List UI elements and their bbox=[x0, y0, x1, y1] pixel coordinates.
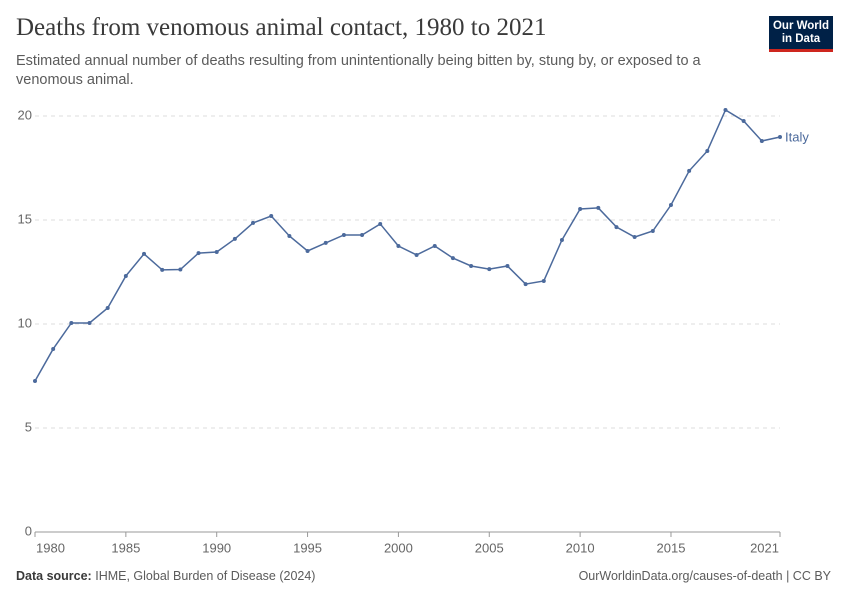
x-tick-label: 1985 bbox=[111, 540, 140, 555]
data-point bbox=[33, 378, 37, 383]
source-label: Data source: bbox=[16, 569, 92, 583]
data-point bbox=[396, 244, 401, 248]
data-point bbox=[341, 232, 346, 237]
logo-line: in Data bbox=[781, 33, 821, 45]
data-point bbox=[469, 263, 474, 268]
data-point bbox=[51, 346, 56, 351]
source-url[interactable]: OurWorldinData.org/causes-of-death | CC … bbox=[578, 569, 831, 583]
logo[interactable]: Our World in Data bbox=[769, 16, 833, 52]
y-tick-label: 5 bbox=[25, 419, 32, 434]
x-tick-label: 2015 bbox=[657, 540, 686, 555]
data-point bbox=[759, 138, 764, 143]
x-tick-label: 1995 bbox=[293, 540, 322, 555]
data-point bbox=[87, 320, 92, 325]
logo-line: Our World bbox=[772, 20, 829, 32]
data-point bbox=[269, 214, 274, 219]
data-point bbox=[287, 234, 292, 239]
data-point bbox=[378, 221, 383, 226]
data-point bbox=[559, 237, 564, 242]
data-point bbox=[541, 278, 546, 283]
data-point bbox=[668, 203, 673, 208]
data-point bbox=[414, 252, 419, 257]
chart-title: Deaths from venomous animal contact, 198… bbox=[16, 14, 547, 41]
data-point bbox=[523, 282, 528, 287]
x-tick-label: 1980 bbox=[36, 540, 65, 555]
y-tick-label: 20 bbox=[18, 107, 32, 122]
data-point bbox=[723, 107, 728, 112]
data-point bbox=[432, 244, 437, 248]
y-tick-label: 0 bbox=[25, 523, 32, 538]
data-point bbox=[305, 248, 310, 253]
y-tick-label: 15 bbox=[18, 211, 32, 226]
x-tick-label: 2000 bbox=[384, 540, 413, 555]
data-point bbox=[160, 267, 165, 272]
data-point bbox=[105, 305, 110, 310]
data-point bbox=[251, 220, 256, 225]
data-point bbox=[632, 235, 637, 240]
y-tick-label: 10 bbox=[18, 315, 32, 330]
data-point bbox=[650, 229, 655, 234]
x-tick-label: 1990 bbox=[202, 540, 231, 555]
data-point bbox=[360, 232, 365, 237]
data-point bbox=[596, 205, 601, 210]
data-point bbox=[450, 256, 455, 261]
data-point bbox=[578, 206, 583, 211]
source-text: IHME, Global Burden of Disease (2024) bbox=[95, 569, 316, 583]
line bbox=[34, 108, 781, 382]
x-tick-label: 2010 bbox=[566, 540, 595, 555]
data-point bbox=[614, 225, 619, 230]
data-point bbox=[687, 168, 692, 173]
data-point bbox=[232, 236, 237, 241]
x-tick-label: 2005 bbox=[475, 540, 504, 555]
data-point bbox=[214, 250, 219, 255]
data-point bbox=[705, 148, 710, 153]
source: Data source: IHME, Global Burden of Dise… bbox=[16, 569, 315, 583]
data-point bbox=[142, 251, 147, 256]
data-point bbox=[741, 118, 746, 123]
data-point bbox=[123, 273, 128, 278]
data-point bbox=[505, 263, 510, 268]
data-point bbox=[178, 267, 183, 272]
data-point bbox=[196, 251, 201, 256]
data-point bbox=[323, 240, 328, 245]
x-tick-label: 2021 bbox=[750, 540, 779, 555]
data-point bbox=[487, 267, 492, 272]
data-point bbox=[69, 320, 74, 325]
series-label: Italy bbox=[785, 129, 809, 144]
chart-subtitle: Estimated annual number of deaths result… bbox=[16, 53, 701, 88]
data-point bbox=[778, 135, 782, 140]
